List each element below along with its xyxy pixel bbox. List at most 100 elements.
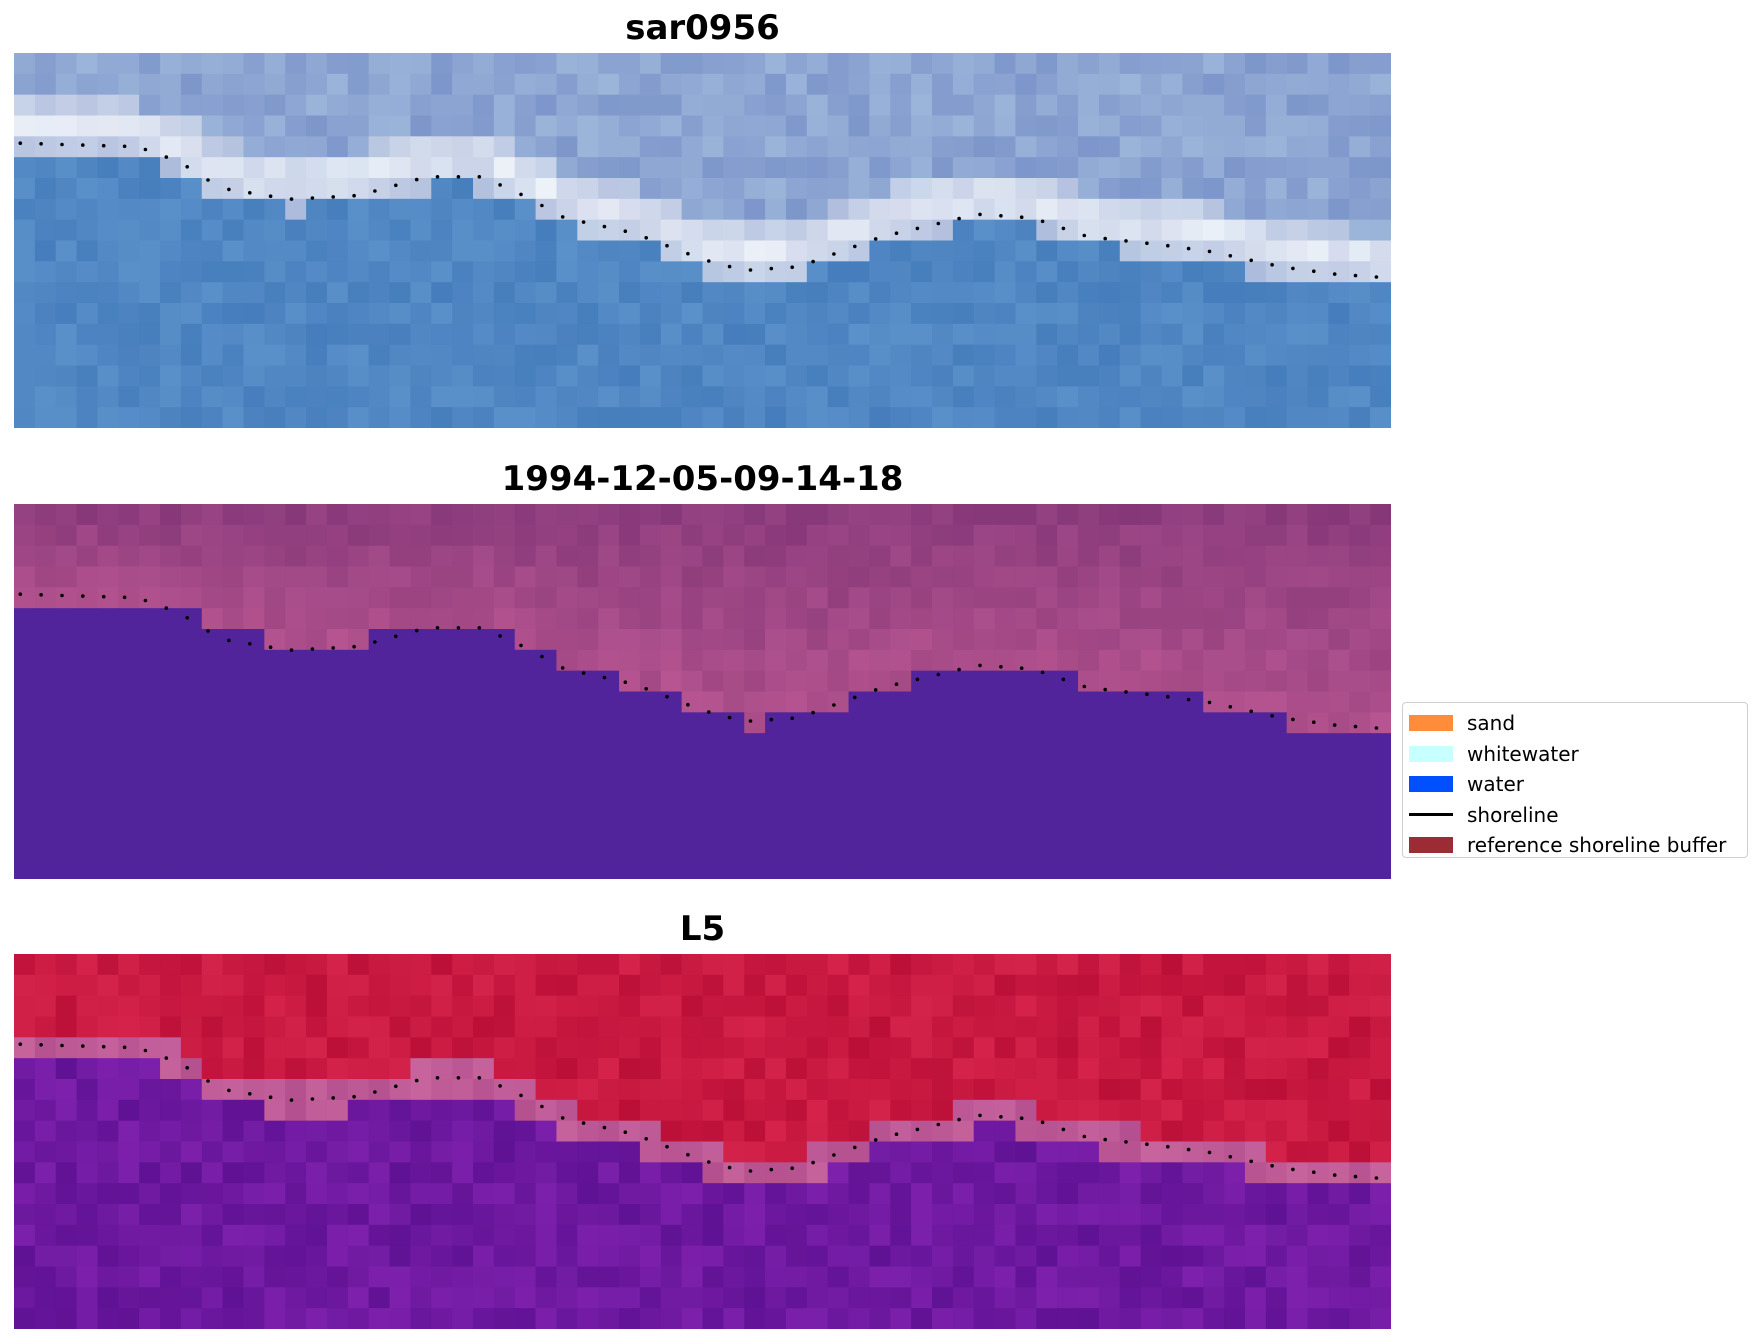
shoreline-point: [936, 672, 941, 677]
shoreline-point: [1019, 1116, 1024, 1120]
shoreline-point: [185, 165, 189, 169]
whitewater-swatch: [1409, 745, 1453, 762]
shoreline-point: [581, 1121, 586, 1125]
panel-title-image: sar0956: [625, 8, 780, 48]
shoreline-point: [456, 175, 461, 179]
shoreline-point: [227, 638, 231, 643]
shoreline-point: [1270, 1164, 1274, 1168]
shoreline-point: [894, 231, 899, 235]
shoreline-point: [686, 251, 690, 256]
shoreline-point: [206, 178, 210, 182]
shoreline-point: [1186, 697, 1191, 702]
shoreline-point: [1166, 243, 1170, 248]
shoreline-point: [1249, 709, 1253, 714]
shoreline-point: [790, 1166, 794, 1170]
classified-image-raster: [14, 504, 1391, 879]
shoreline-point: [289, 197, 294, 201]
shoreline-point: [707, 259, 711, 263]
shoreline-point: [435, 175, 440, 179]
shoreline-point: [310, 647, 315, 651]
shoreline-point: [331, 1096, 336, 1100]
shoreline-point: [1312, 1170, 1316, 1174]
shoreline-point: [101, 143, 106, 148]
shoreline-point: [352, 193, 356, 198]
shoreline-point: [122, 1045, 127, 1050]
shoreline-point: [268, 645, 273, 649]
shoreline-point: [790, 265, 794, 269]
shoreline-points: [18, 141, 1379, 279]
shoreline-point: [1103, 1137, 1107, 1142]
shoreline-point: [1124, 1140, 1128, 1144]
shoreline-point: [560, 666, 565, 670]
shoreline-point: [456, 1076, 461, 1080]
shoreline-point: [623, 680, 628, 684]
shoreline-point: [1082, 1134, 1087, 1139]
shoreline-point: [540, 654, 544, 659]
shoreline-point: [707, 1160, 711, 1164]
shoreline-point: [394, 183, 398, 188]
shoreline-point: [143, 1048, 148, 1053]
shoreline-point: [999, 214, 1003, 218]
shoreline-points: [18, 592, 1379, 730]
shoreline-point: [1374, 1176, 1379, 1180]
shoreline-point: [1228, 705, 1233, 709]
shoreline-point: [560, 215, 565, 219]
shoreline-point: [248, 1092, 252, 1096]
shoreline-point: [1291, 266, 1295, 271]
shoreline-point: [1082, 684, 1087, 689]
shoreline-point: [915, 226, 920, 231]
shoreline-point: [248, 191, 252, 195]
shoreline-point: [707, 710, 711, 714]
shoreline-point: [81, 143, 85, 147]
shoreline-point: [978, 1113, 982, 1118]
shoreline-point: [143, 598, 148, 603]
shoreline-point: [811, 1160, 815, 1165]
shoreline-point: [227, 187, 231, 192]
legend-item-water: water: [1409, 769, 1747, 800]
shoreline-point: [289, 1098, 294, 1102]
shoreline-point: [853, 1145, 857, 1150]
shoreline-point: [894, 682, 899, 686]
legend-item-shoreline: shoreline: [1409, 800, 1747, 831]
rgb-image-raster: [14, 53, 1391, 428]
shoreline-point: [1082, 233, 1087, 238]
shoreline-point: [164, 155, 169, 159]
shoreline-point: [1228, 1155, 1233, 1159]
shoreline-point: [206, 1079, 210, 1083]
shoreline-point: [623, 1130, 628, 1134]
shoreline-point: [477, 626, 482, 630]
shoreline-point: [811, 259, 815, 264]
shoreline-point: [289, 648, 294, 652]
shoreline-point: [957, 216, 961, 221]
legend-item-whitewater: whitewater: [1409, 739, 1747, 770]
false-color-image-raster: [14, 954, 1391, 1329]
shoreline-point: [227, 1088, 231, 1093]
shoreline-point: [185, 616, 189, 620]
shoreline-point: [1145, 692, 1149, 696]
shoreline-point: [1332, 723, 1337, 727]
shoreline-point: [248, 642, 252, 646]
shoreline-points: [18, 1042, 1379, 1180]
shoreline-point: [915, 1127, 920, 1132]
shoreline-point: [1332, 1173, 1337, 1177]
shoreline-point: [999, 665, 1003, 669]
panel-title-date: 1994-12-05-09-14-18: [501, 459, 904, 499]
shoreline-point: [790, 716, 794, 720]
shoreline-point: [1145, 241, 1149, 245]
legend: sand whitewater water shoreline referenc…: [1402, 702, 1748, 858]
shoreline-point: [1040, 670, 1045, 675]
classified-image-panel: [14, 504, 1391, 879]
shoreline-point: [873, 1138, 878, 1142]
shoreline-point: [39, 593, 43, 597]
shoreline-point: [769, 266, 774, 271]
shoreline-point: [1061, 677, 1066, 682]
shoreline-point: [832, 252, 836, 256]
shoreline-point: [957, 1117, 961, 1122]
shoreline-point: [1228, 254, 1233, 258]
shoreline-point: [581, 220, 586, 224]
shoreline-point: [498, 634, 502, 638]
shoreline-point: [581, 671, 586, 675]
shoreline-point: [498, 183, 502, 187]
shoreline-point: [60, 1043, 64, 1048]
shoreline-point: [1124, 239, 1128, 243]
